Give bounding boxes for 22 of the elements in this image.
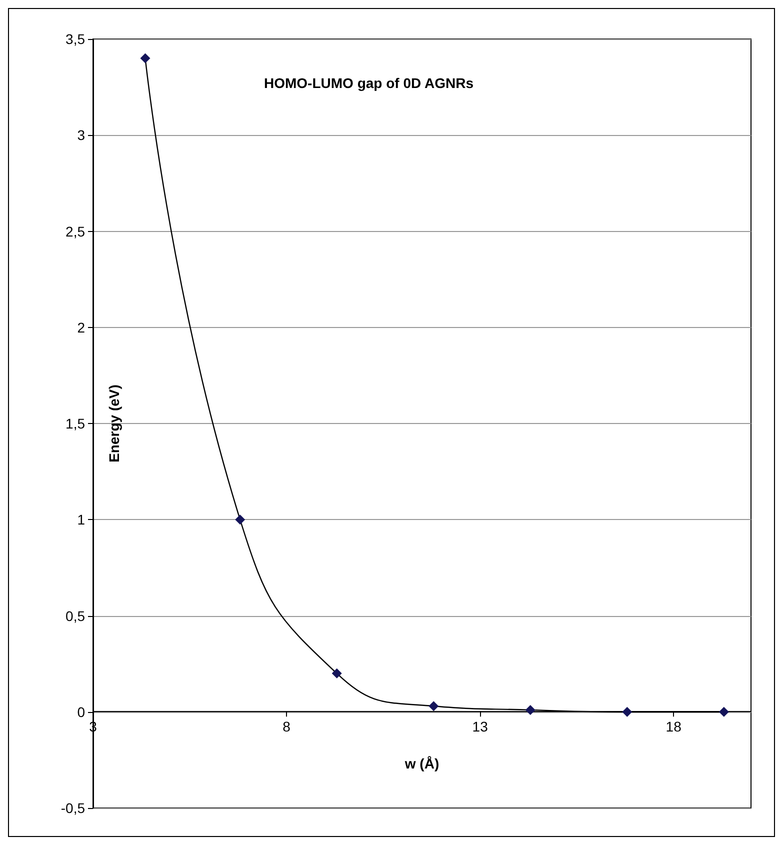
x-axis-title: w (Å) (404, 756, 440, 772)
x-tick-label: 8 (282, 718, 291, 735)
y-tick-label: 1 (77, 512, 86, 528)
x-tick-label: 18 (666, 718, 682, 735)
point (235, 514, 246, 525)
point (140, 53, 150, 64)
point (525, 704, 536, 715)
y-tick-label: -0,5 (60, 800, 86, 816)
y-tick-label: 3,5 (66, 31, 86, 47)
y-axis-title: Energy (eV) (106, 384, 122, 462)
y-tick-label: 3 (77, 127, 86, 144)
y-tick-label: 1,5 (66, 416, 86, 432)
y-tick-label: 0 (77, 704, 86, 720)
point (428, 701, 439, 712)
point (622, 706, 632, 717)
y-tick-label: 0,5 (66, 608, 86, 624)
text: HOMO-LUMO gap of 0D AGNRs (264, 75, 474, 91)
y-tick-label: 2 (77, 319, 86, 336)
y-tick-label: 2,5 (66, 223, 86, 240)
point (718, 706, 729, 717)
point (332, 668, 342, 678)
x-tick-label: 13 (472, 718, 488, 735)
